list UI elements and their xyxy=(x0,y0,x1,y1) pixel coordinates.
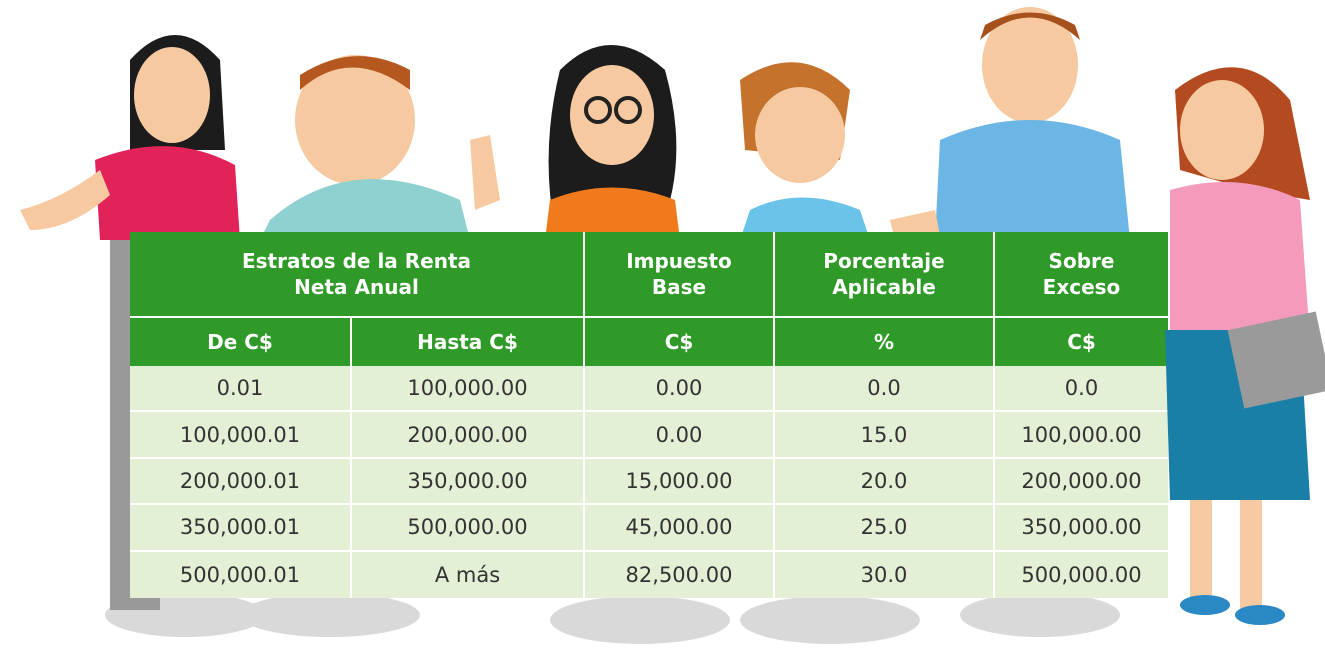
header-line: Sobre xyxy=(1048,249,1115,273)
data-cell: 500,000.00 xyxy=(995,551,1168,598)
data-cell: 0.0 xyxy=(995,366,1168,413)
column-header: C$ xyxy=(995,318,1168,366)
group-header: Sobre Exceso xyxy=(995,232,1168,318)
column-header: De C$ xyxy=(130,318,352,366)
data-cell: 350,000.00 xyxy=(995,505,1168,552)
data-cell: 200,000.01 xyxy=(130,458,352,506)
header-line: Porcentaje xyxy=(823,249,945,273)
group-header: Porcentaje Aplicable xyxy=(775,232,995,318)
data-cell: 100,000.01 xyxy=(130,412,352,459)
data-cell: 200,000.00 xyxy=(995,458,1168,506)
data-cell: 100,000.00 xyxy=(352,366,585,413)
data-cell: 0.01 xyxy=(130,366,352,413)
column-label: C$ xyxy=(1067,330,1096,354)
data-cell: 350,000.01 xyxy=(130,505,352,552)
header-line: Exceso xyxy=(1042,275,1121,299)
cell-text: 25.0 xyxy=(860,515,908,540)
data-cell: 500,000.01 xyxy=(130,551,352,598)
column-label: C$ xyxy=(664,330,694,354)
cell-text: 0.0 xyxy=(867,376,901,401)
data-cell: 200,000.00 xyxy=(352,412,585,459)
cell-text: 15.0 xyxy=(860,422,908,447)
cell-text: 200,000.01 xyxy=(179,468,301,493)
header-line: Base xyxy=(651,275,707,299)
cell-text: A más xyxy=(434,562,501,587)
cell-text: 500,000.00 xyxy=(1021,562,1142,587)
data-cell: 0.0 xyxy=(775,366,995,413)
data-cell: 15.0 xyxy=(775,412,995,459)
person-3 xyxy=(545,45,680,240)
cell-text: 350,000.01 xyxy=(179,515,301,540)
data-cell: 0.00 xyxy=(585,366,775,413)
cell-text: 100,000.00 xyxy=(407,376,528,401)
data-cell: 82,500.00 xyxy=(585,551,775,598)
header-line: Aplicable xyxy=(832,275,936,299)
data-cell: 45,000.00 xyxy=(585,505,775,552)
cell-text: 20.0 xyxy=(860,468,908,493)
cell-text: 200,000.00 xyxy=(1021,468,1142,493)
data-cell: 500,000.00 xyxy=(352,505,585,552)
cell-text: 200,000.00 xyxy=(407,422,528,447)
column-label: De C$ xyxy=(207,330,273,354)
person-4 xyxy=(740,62,870,240)
cell-text: 500,000.01 xyxy=(179,562,301,587)
data-cell: 25.0 xyxy=(775,505,995,552)
data-cell: 100,000.00 xyxy=(995,412,1168,459)
data-cell: 20.0 xyxy=(775,458,995,506)
column-header: C$ xyxy=(585,318,775,366)
column-label: % xyxy=(873,330,895,354)
data-cell: 15,000.00 xyxy=(585,458,775,506)
cell-text: 0.0 xyxy=(1064,376,1099,401)
cell-text: 0.00 xyxy=(655,376,703,401)
cell-text: 45,000.00 xyxy=(625,515,733,540)
header-line: Impuesto xyxy=(626,249,732,273)
cell-text: 350,000.00 xyxy=(407,468,528,493)
cell-text: 100,000.01 xyxy=(179,422,301,447)
person-2 xyxy=(260,55,500,240)
cell-text: 15,000.00 xyxy=(625,468,733,493)
data-cell: 30.0 xyxy=(775,551,995,598)
cell-text: 100,000.00 xyxy=(1021,422,1142,447)
shadows xyxy=(105,593,1120,644)
cell-text: 82,500.00 xyxy=(625,562,733,587)
cell-text: 350,000.00 xyxy=(1021,515,1142,540)
person-5 xyxy=(890,7,1130,240)
header-line: Estratos de la Renta xyxy=(241,249,472,273)
cell-text: 30.0 xyxy=(860,562,908,587)
data-cell: 350,000.00 xyxy=(352,458,585,506)
column-label: Hasta C$ xyxy=(417,330,518,354)
group-header: Estratos de la Renta Neta Anual xyxy=(130,232,585,318)
cell-text: 0.01 xyxy=(216,376,264,401)
cell-text: 0.00 xyxy=(655,422,703,447)
group-header: Impuesto Base xyxy=(585,232,775,318)
data-cell: A más xyxy=(352,551,585,598)
cell-text: 500,000.00 xyxy=(407,515,528,540)
column-header: % xyxy=(775,318,995,366)
data-cell: 0.00 xyxy=(585,412,775,459)
header-line: Neta Anual xyxy=(294,275,419,299)
column-header: Hasta C$ xyxy=(352,318,585,366)
